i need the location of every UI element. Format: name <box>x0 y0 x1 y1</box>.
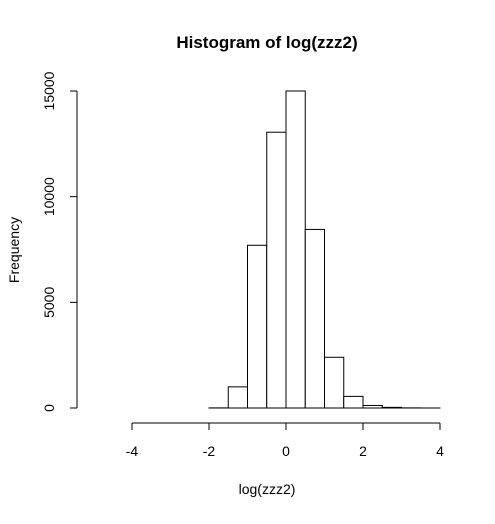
y-axis-label: Frequency <box>6 217 22 283</box>
histogram-bar <box>228 387 247 408</box>
histogram-bar <box>363 405 382 408</box>
histogram-bar <box>344 396 363 408</box>
chart-title: Histogram of log(zzz2) <box>176 33 357 52</box>
y-tick-label: 0 <box>41 404 57 412</box>
histogram-bar <box>305 229 324 408</box>
x-axis: -4 -2 0 2 4 <box>126 423 444 459</box>
y-tick-label: 10000 <box>41 177 57 216</box>
histogram-bar <box>286 91 305 408</box>
x-tick-label: -4 <box>126 443 139 459</box>
histogram-bars <box>209 91 440 408</box>
x-tick-label: 0 <box>282 443 290 459</box>
histogram-bar <box>382 407 401 408</box>
y-tick-label: 5000 <box>41 287 57 318</box>
y-tick-label: 15000 <box>41 71 57 110</box>
histogram-bar <box>248 245 267 408</box>
x-tick-label: -2 <box>203 443 216 459</box>
x-tick-label: 4 <box>436 443 444 459</box>
histogram-bar <box>267 132 286 408</box>
histogram-bar <box>325 357 344 408</box>
y-axis: 0 5000 10000 15000 <box>41 71 77 412</box>
x-tick-label: 2 <box>359 443 367 459</box>
x-axis-label: log(zzz2) <box>239 481 296 497</box>
